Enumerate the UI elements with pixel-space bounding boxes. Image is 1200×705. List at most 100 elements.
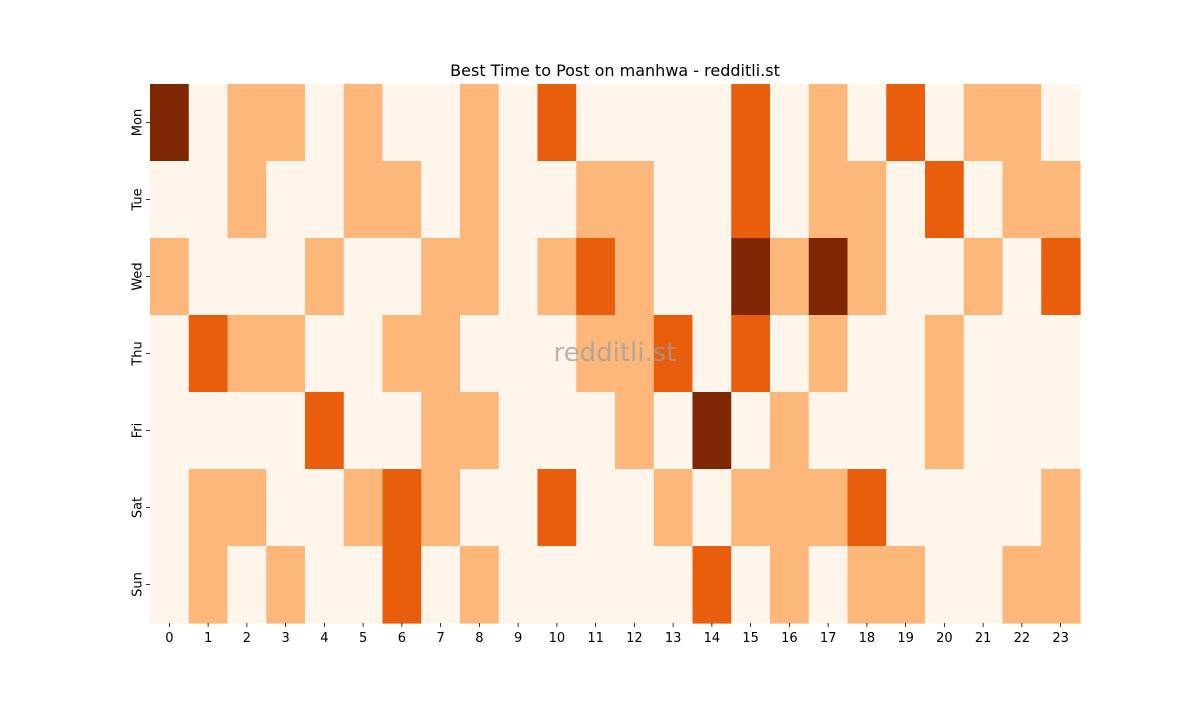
heatmap-cell-fri-20: [925, 392, 965, 470]
heatmap-cell-tue-10: [537, 161, 577, 239]
heatmap-cell-mon-19: [886, 84, 926, 162]
heatmap-cell-sat-10: [537, 469, 577, 547]
heatmap-cell-mon-3: [266, 84, 306, 162]
heatmap-cell-thu-20: [925, 315, 965, 393]
heatmap-cell-thu-2: [227, 315, 267, 393]
heatmap-cell-thu-21: [963, 315, 1004, 393]
heatmap-cell-thu-11: [576, 315, 616, 393]
heatmap-cell-fri-16: [770, 392, 810, 470]
x-tick-label: 20: [936, 631, 953, 646]
heatmap-cell-fri-1: [188, 392, 229, 470]
heatmap-cell-mon-22: [1002, 84, 1042, 162]
heatmap-cell-sat-14: [692, 469, 732, 547]
heatmap-cell-sat-17: [808, 469, 849, 547]
heatmap-cell-sun-21: [963, 546, 1004, 624]
x-tick-label: 17: [820, 631, 837, 646]
x-tick-label: 15: [742, 631, 759, 646]
x-tick-label: 19: [897, 631, 914, 646]
heatmap-cell-mon-0: [150, 84, 190, 162]
heatmap-cell-tue-23: [1041, 161, 1081, 239]
heatmap-cell-thu-14: [692, 315, 732, 393]
heatmap-cell-wed-5: [343, 238, 384, 316]
heatmap-cell-sat-12: [615, 469, 655, 547]
heatmap-cell-sun-1: [188, 546, 229, 624]
heatmap-cell-tue-5: [343, 161, 384, 239]
heatmap-cell-fri-21: [963, 392, 1004, 470]
y-tick-label: Tue: [131, 188, 146, 211]
heatmap-cell-sun-19: [886, 546, 926, 624]
heatmap-cell-thu-4: [305, 315, 345, 393]
heatmap-cell-mon-5: [343, 84, 384, 162]
heatmap-cell-thu-18: [847, 315, 887, 393]
x-tick-label: 8: [475, 631, 483, 646]
heatmap-cell-sat-21: [963, 469, 1004, 547]
x-axis: 0 1 2 3 4 5 6 7 8 9 10 11 12 13 14 15 16 17 18 19 20 21 22 23: [165, 623, 1069, 646]
heatmap-cell-wed-17: [808, 238, 849, 316]
heatmap-cell-sat-7: [421, 469, 461, 547]
heatmap-cell-tue-22: [1002, 161, 1042, 239]
heatmap-cell-mon-11: [576, 84, 616, 162]
heatmap-cell-fri-14: [692, 392, 732, 470]
x-tick-label: 1: [204, 631, 212, 646]
y-tick-label: Thu: [131, 341, 146, 366]
heatmap-cell-fri-11: [576, 392, 616, 470]
heatmap-cell-mon-15: [731, 84, 771, 162]
heatmap-cell-sun-7: [421, 546, 461, 624]
heatmap-cell-mon-8: [460, 84, 500, 162]
heatmap-cell-fri-5: [343, 392, 384, 470]
heatmap-cell-tue-13: [653, 161, 694, 239]
heatmap-cell-sun-22: [1002, 546, 1042, 624]
heatmap-cell-thu-17: [808, 315, 849, 393]
heatmap-cell-mon-20: [925, 84, 965, 162]
heatmap-cell-tue-1: [188, 161, 229, 239]
heatmap-cell-fri-18: [847, 392, 887, 470]
heatmap-cell-wed-13: [653, 238, 694, 316]
heatmap-cell-sun-23: [1041, 546, 1081, 624]
x-tick-label: 22: [1014, 631, 1031, 646]
heatmap-cell-wed-16: [770, 238, 810, 316]
heatmap-cell-wed-21: [963, 238, 1004, 316]
heatmap-cell-wed-14: [692, 238, 732, 316]
heatmap-cell-tue-12: [615, 161, 655, 239]
heatmap-cell-sat-13: [653, 469, 694, 547]
heatmap-cell-tue-7: [421, 161, 461, 239]
heatmap-cell-fri-0: [150, 392, 190, 470]
heatmap-cell-tue-2: [227, 161, 267, 239]
heatmap-cell-sun-15: [731, 546, 771, 624]
heatmap-cell-thu-13: [653, 315, 694, 393]
heatmap-cell-wed-23: [1041, 238, 1081, 316]
heatmap-cell-thu-3: [266, 315, 306, 393]
x-tick-label: 3: [281, 631, 289, 646]
heatmap-cell-thu-0: [150, 315, 190, 393]
heatmap-cell-thu-15: [731, 315, 771, 393]
heatmap-cell-thu-22: [1002, 315, 1042, 393]
heatmap-cell-tue-20: [925, 161, 965, 239]
heatmap-cell-sun-2: [227, 546, 267, 624]
heatmap-cell-tue-9: [498, 161, 539, 239]
heatmap-cell-thu-1: [188, 315, 229, 393]
heatmap-cell-mon-17: [808, 84, 849, 162]
heatmap-cell-sun-4: [305, 546, 345, 624]
heatmap-cell-fri-6: [382, 392, 422, 470]
heatmap-cell-sat-5: [343, 469, 384, 547]
x-tick-label: 4: [320, 631, 328, 646]
y-tick-label: Mon: [131, 109, 146, 136]
y-tick-label: Fri: [131, 423, 146, 439]
heatmap-cell-wed-4: [305, 238, 345, 316]
heatmap-cell-mon-23: [1041, 84, 1081, 162]
heatmap-cell-mon-10: [537, 84, 577, 162]
heatmap-cell-fri-13: [653, 392, 694, 470]
heatmap-cell-sat-11: [576, 469, 616, 547]
heatmap-cell-tue-21: [963, 161, 1004, 239]
x-tick-label: 12: [626, 631, 643, 646]
heatmap-cell-thu-12: [615, 315, 655, 393]
heatmap-cell-fri-2: [227, 392, 267, 470]
heatmap-cell-sat-8: [460, 469, 500, 547]
heatmap-cell-thu-8: [460, 315, 500, 393]
heatmap-cell-sun-3: [266, 546, 306, 624]
heatmap-cell-sun-17: [808, 546, 849, 624]
heatmap-cell-fri-7: [421, 392, 461, 470]
heatmap-cell-fri-12: [615, 392, 655, 470]
heatmap-cell-mon-4: [305, 84, 345, 162]
heatmap-cell-wed-6: [382, 238, 422, 316]
